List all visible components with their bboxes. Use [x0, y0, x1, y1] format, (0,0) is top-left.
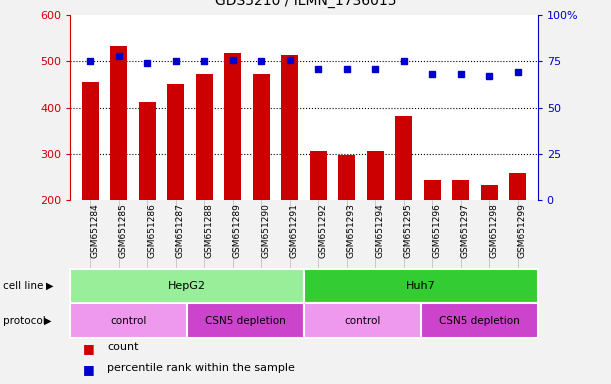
Text: GSM651286: GSM651286: [147, 203, 156, 258]
Bar: [110, 46, 127, 292]
Bar: [281, 55, 298, 292]
Text: GSM651288: GSM651288: [204, 203, 213, 258]
Bar: [304, 303, 421, 338]
Bar: [224, 53, 241, 292]
Bar: [139, 101, 156, 292]
Text: GSM651298: GSM651298: [489, 203, 498, 258]
Text: GSM651297: GSM651297: [461, 203, 470, 258]
Text: GSM651294: GSM651294: [375, 203, 384, 258]
Bar: [70, 303, 187, 338]
Bar: [421, 303, 538, 338]
Text: GSM651295: GSM651295: [404, 203, 412, 258]
Text: control: control: [111, 316, 147, 326]
Bar: [452, 180, 469, 292]
Text: ▶: ▶: [46, 281, 53, 291]
Text: HepG2: HepG2: [168, 281, 206, 291]
Text: GDS5210 / ILMN_1736015: GDS5210 / ILMN_1736015: [214, 0, 397, 8]
Text: Huh7: Huh7: [406, 281, 436, 291]
Bar: [187, 303, 304, 338]
Bar: [304, 269, 538, 303]
Text: GSM651293: GSM651293: [346, 203, 356, 258]
Text: GSM651285: GSM651285: [119, 203, 128, 258]
Bar: [395, 116, 412, 292]
Bar: [310, 151, 327, 292]
Text: ■: ■: [82, 363, 94, 376]
Bar: [196, 74, 213, 292]
Bar: [509, 174, 526, 292]
Bar: [481, 185, 498, 292]
Text: GSM651284: GSM651284: [90, 203, 99, 258]
Text: cell line: cell line: [3, 281, 43, 291]
Text: GSM651292: GSM651292: [318, 203, 327, 258]
Text: ▶: ▶: [44, 316, 51, 326]
Text: GSM651287: GSM651287: [176, 203, 185, 258]
Text: ■: ■: [82, 342, 94, 355]
Text: GSM651296: GSM651296: [432, 203, 441, 258]
Text: percentile rank within the sample: percentile rank within the sample: [107, 363, 295, 373]
Bar: [70, 269, 304, 303]
Text: CSN5 depletion: CSN5 depletion: [205, 316, 286, 326]
Text: GSM651291: GSM651291: [290, 203, 299, 258]
Text: count: count: [107, 342, 139, 352]
Bar: [253, 74, 270, 292]
Text: protocol: protocol: [3, 316, 46, 326]
Bar: [367, 151, 384, 292]
Text: control: control: [344, 316, 381, 326]
Bar: [82, 82, 99, 292]
Bar: [338, 154, 355, 292]
Text: GSM651299: GSM651299: [518, 203, 527, 258]
Bar: [167, 84, 185, 292]
Text: CSN5 depletion: CSN5 depletion: [439, 316, 519, 326]
Text: GSM651290: GSM651290: [262, 203, 270, 258]
Text: GSM651289: GSM651289: [233, 203, 242, 258]
Bar: [423, 180, 441, 292]
